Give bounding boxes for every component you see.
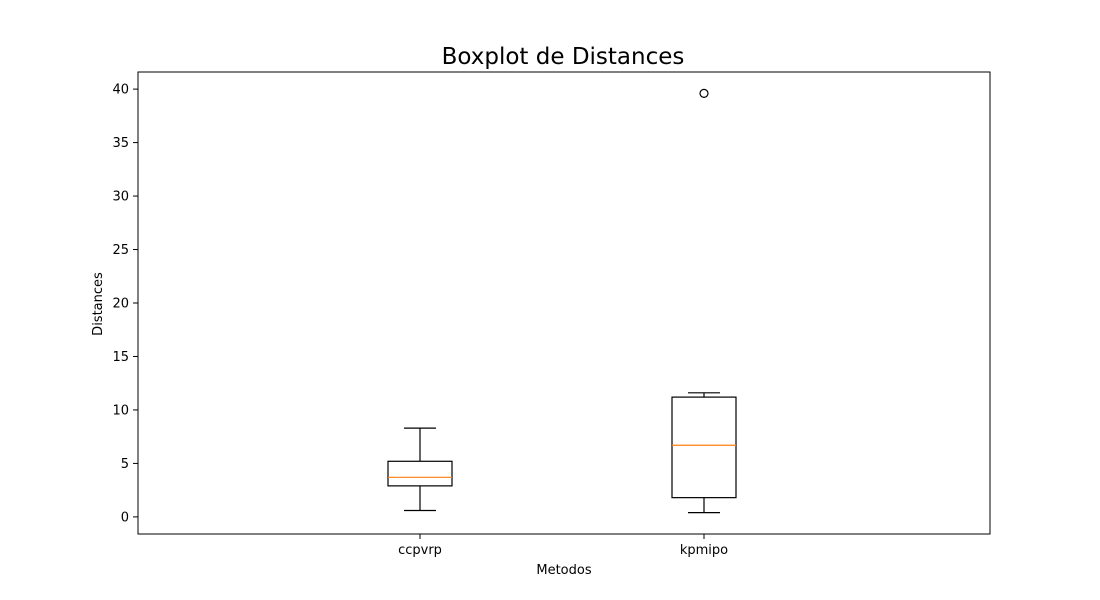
x-tick-label: ccpvrp <box>398 543 442 558</box>
y-axis-label: Distances <box>91 272 106 336</box>
plot-area <box>387 88 737 514</box>
outlier-point <box>699 88 709 98</box>
y-tick-label: 30 <box>112 190 129 205</box>
y-tick-label: 20 <box>112 297 129 312</box>
y-tick-label: 25 <box>112 243 129 258</box>
y-tick-label: 0 <box>121 510 129 525</box>
axes-frame <box>137 71 991 535</box>
iqr-box <box>387 460 453 487</box>
y-axis-ticks: 0 5 10 15 20 25 30 35 40 <box>112 83 138 525</box>
x-tick-label: kpmipo <box>680 543 728 558</box>
x-axis-label: Metodos <box>536 563 591 578</box>
y-tick-label: 40 <box>112 83 129 98</box>
y-tick-label: 15 <box>112 350 129 365</box>
x-axis-ticks: ccpvrp kpmipo <box>398 534 728 558</box>
box-group-ccpvrp <box>387 427 453 512</box>
y-tick-label: 5 <box>121 457 129 472</box>
y-tick-label: 35 <box>112 136 129 151</box>
y-tick-label: 10 <box>112 403 129 418</box>
iqr-box <box>671 396 737 499</box>
box-group-kpmipo <box>671 88 737 514</box>
chart-title: Boxplot de Distances <box>442 44 685 70</box>
